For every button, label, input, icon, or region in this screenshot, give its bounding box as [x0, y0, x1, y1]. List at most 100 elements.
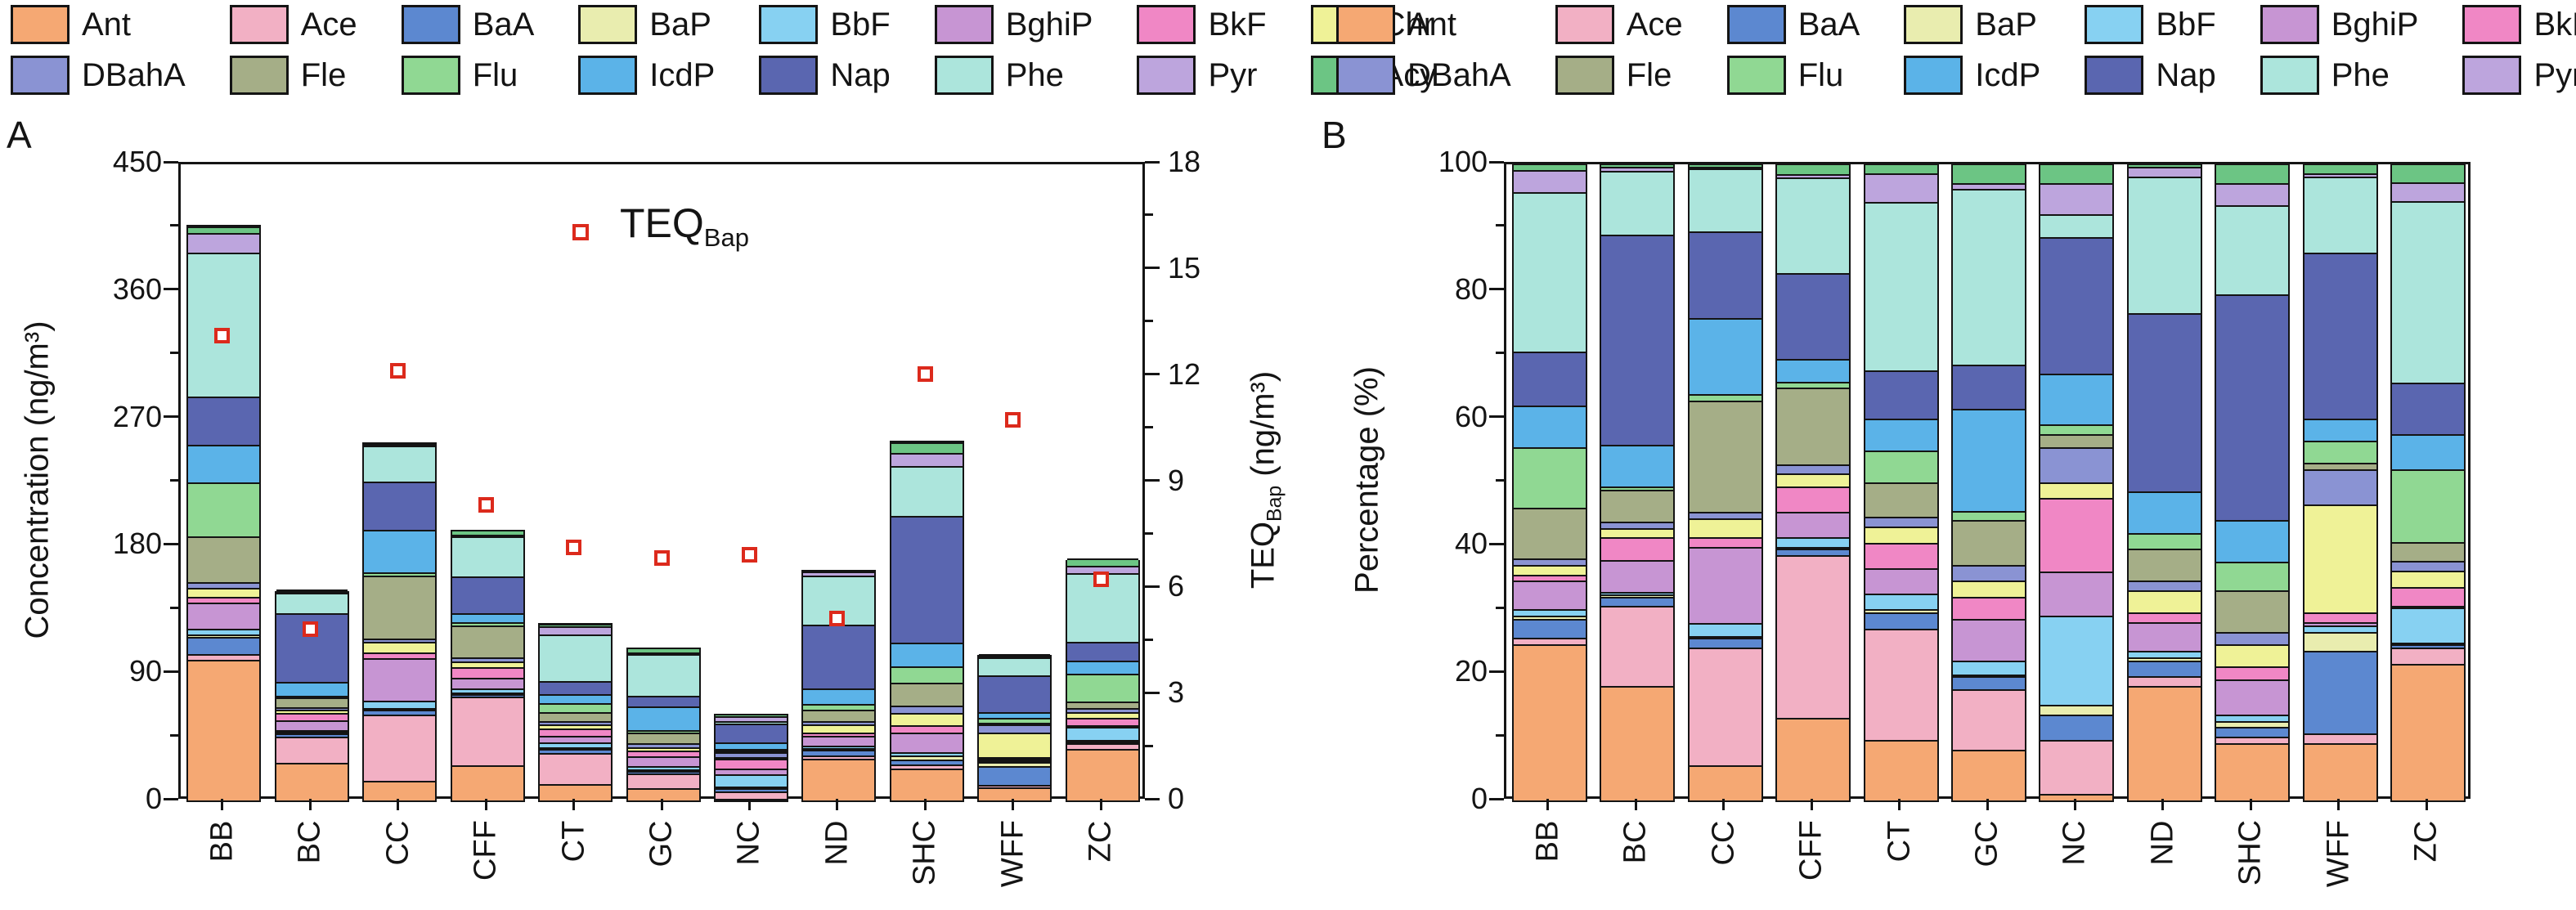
panel-a-bar-nd — [801, 569, 877, 802]
panel-a-segment-ace-wff — [979, 785, 1051, 788]
panel-a-segment-dbaha-shc — [891, 705, 963, 713]
panel-a-segment-bghip-shc — [891, 732, 963, 752]
panel-a-x-tick — [836, 799, 839, 810]
panel-b-segment-phe-bc — [1601, 171, 1674, 235]
panel-a-segment-chr-wff — [979, 732, 1051, 757]
panel-label-b: B — [1322, 114, 1347, 156]
panel-b-segment-bap-zc — [2392, 642, 2465, 645]
panel-a-segment-ant-ct — [540, 783, 612, 800]
panel-a-y-tick — [164, 670, 178, 673]
panel-a-segment-chr-ct — [540, 724, 612, 728]
panel-b-segment-flu-shc — [2216, 561, 2289, 590]
panel-a-segment-ace-zc — [1066, 742, 1138, 750]
panel-b-y-tick — [1489, 797, 1504, 800]
panel-b-segment-ace-bc — [1601, 606, 1674, 686]
panel-a-x-tick — [1099, 799, 1102, 810]
panel-a-segment-fle-nc — [715, 750, 787, 752]
panel-a-segment-chr-bc — [276, 710, 348, 713]
panel-a-segment-bbf-cc — [364, 701, 436, 708]
panel-b-bar-nc — [2039, 162, 2115, 802]
panel-b-segment-baa-cff — [1777, 549, 1850, 556]
y-axis-label-a: Concentration (ng/m³) — [19, 321, 56, 639]
panel-b-segment-bkf-nc — [2040, 498, 2113, 572]
panel-b-segment-baa-nd — [2128, 660, 2201, 677]
panel-b-segment-icdp-shc — [2216, 520, 2289, 562]
panel-b-x-tick — [2073, 799, 2076, 810]
panel-a-segment-acy-cff — [451, 530, 523, 535]
panel-a-segment-nap-cff — [451, 576, 523, 613]
panel-b-bar-cff — [1775, 162, 1851, 802]
panel-label-a: A — [7, 114, 32, 156]
panel-b-segment-ace-nc — [2040, 740, 2113, 795]
legend-swatch-dbaha-icon — [1336, 56, 1395, 95]
panel-b-segment-ant-nc — [2040, 794, 2113, 800]
panel-a-y-tick — [164, 415, 178, 419]
panel-a-segment-baa-cc — [364, 709, 436, 715]
panel-a-x-tick — [221, 799, 224, 810]
panel-b-segment-pyr-nd — [2128, 167, 2201, 177]
panel-a-y2-minor-tick — [1145, 638, 1153, 641]
panel-b-y-minor-tick — [1496, 352, 1504, 355]
panel-a-segment-baa-zc — [1066, 741, 1138, 743]
panel-a-segment-pyr-cff — [451, 534, 523, 536]
panel-a-segment-ant-gc — [627, 788, 699, 800]
panel-b-x-tick — [1722, 799, 1726, 810]
panel-b-segment-bap-bc — [1601, 594, 1674, 597]
teq-data-marker-shc — [917, 366, 933, 383]
panel-b-segment-bbf-cff — [1777, 537, 1850, 547]
panel-b-segment-ace-cff — [1777, 555, 1850, 718]
panel-b-segment-ant-bc — [1601, 685, 1674, 800]
panel-b-segment-phe-ct — [1865, 201, 1937, 371]
legend-swatch-flu-icon — [1726, 56, 1786, 95]
panel-b-segment-chr-zc — [2392, 571, 2465, 587]
legend-swatch-bkf-icon — [2462, 5, 2522, 44]
panel-b-segment-chr-bb — [1513, 564, 1586, 575]
panel-a-segment-bkf-nc — [715, 759, 787, 769]
legend-swatch-icdp-icon — [1904, 56, 1963, 95]
panel-a-segment-nap-nc — [715, 724, 787, 742]
teq-data-marker-nd — [829, 610, 846, 626]
panel-b-y-tick — [1489, 415, 1504, 419]
panel-b-segment-dbaha-bb — [1513, 558, 1586, 565]
panel-b-segment-bkf-ct — [1865, 542, 1937, 568]
panel-b-segment-bghip-cc — [1689, 547, 1761, 624]
panel-b-segment-nap-gc — [1953, 364, 2025, 410]
panel-b-segment-baa-gc — [1953, 676, 2025, 689]
panel-a-x-tick-label: CC — [380, 820, 415, 865]
panel-b-segment-bkf-zc — [2392, 586, 2465, 606]
panel-a-x-tick — [572, 799, 576, 810]
legend-swatch-pyr-icon — [2462, 56, 2522, 95]
panel-a-y-minor-tick — [170, 733, 178, 737]
panel-b-bar-wff — [2302, 162, 2378, 802]
panel-b-bar-ct — [1863, 162, 1939, 802]
panel-a-segment-icdp-nc — [715, 742, 787, 749]
panel-a-y2-tick — [1145, 585, 1160, 588]
panel-b-segment-acy-wff — [2304, 164, 2376, 173]
panel-a-segment-acy-gc — [627, 648, 699, 652]
panel-b-segment-icdp-wff — [2304, 418, 2376, 441]
panel-a-y-minor-tick — [170, 479, 178, 482]
panel-a-segment-chr-shc — [891, 712, 963, 726]
panel-b-segment-bghip-ct — [1865, 567, 1937, 594]
panel-b-segment-pyr-shc — [2216, 182, 2289, 205]
panel-a-segment-fle-wff — [979, 722, 1051, 724]
panel-a-segment-chr-cff — [451, 661, 523, 667]
panel-b-segment-ant-zc — [2392, 663, 2465, 800]
panel-a-segment-acy-nd — [803, 570, 875, 572]
legend-swatch-nap-icon — [2085, 56, 2144, 95]
panel-b-segment-chr-ct — [1865, 527, 1937, 543]
panel-a-segment-bghip-nc — [715, 769, 787, 775]
panel-b-y-tick-label: 40 — [1454, 527, 1488, 561]
panel-a-segment-dbaha-cc — [364, 638, 436, 643]
teq-legend-label: TEQBap — [620, 199, 749, 253]
panel-a-segment-fle-cc — [364, 576, 436, 639]
panel-a-segment-baa-bc — [276, 733, 348, 737]
panel-b-y-tick — [1489, 288, 1504, 291]
panel-b-segment-flu-cc — [1689, 394, 1761, 401]
panel-b-segment-icdp-nc — [2040, 374, 2113, 425]
panel-b-segment-ant-shc — [2216, 742, 2289, 800]
panel-a-segment-pyr-zc — [1066, 566, 1138, 574]
panel-a-segment-chr-nc — [715, 756, 787, 760]
legend-swatch-bbf-icon — [2085, 5, 2144, 44]
panel-b-x-tick-label: BC — [1618, 820, 1653, 863]
